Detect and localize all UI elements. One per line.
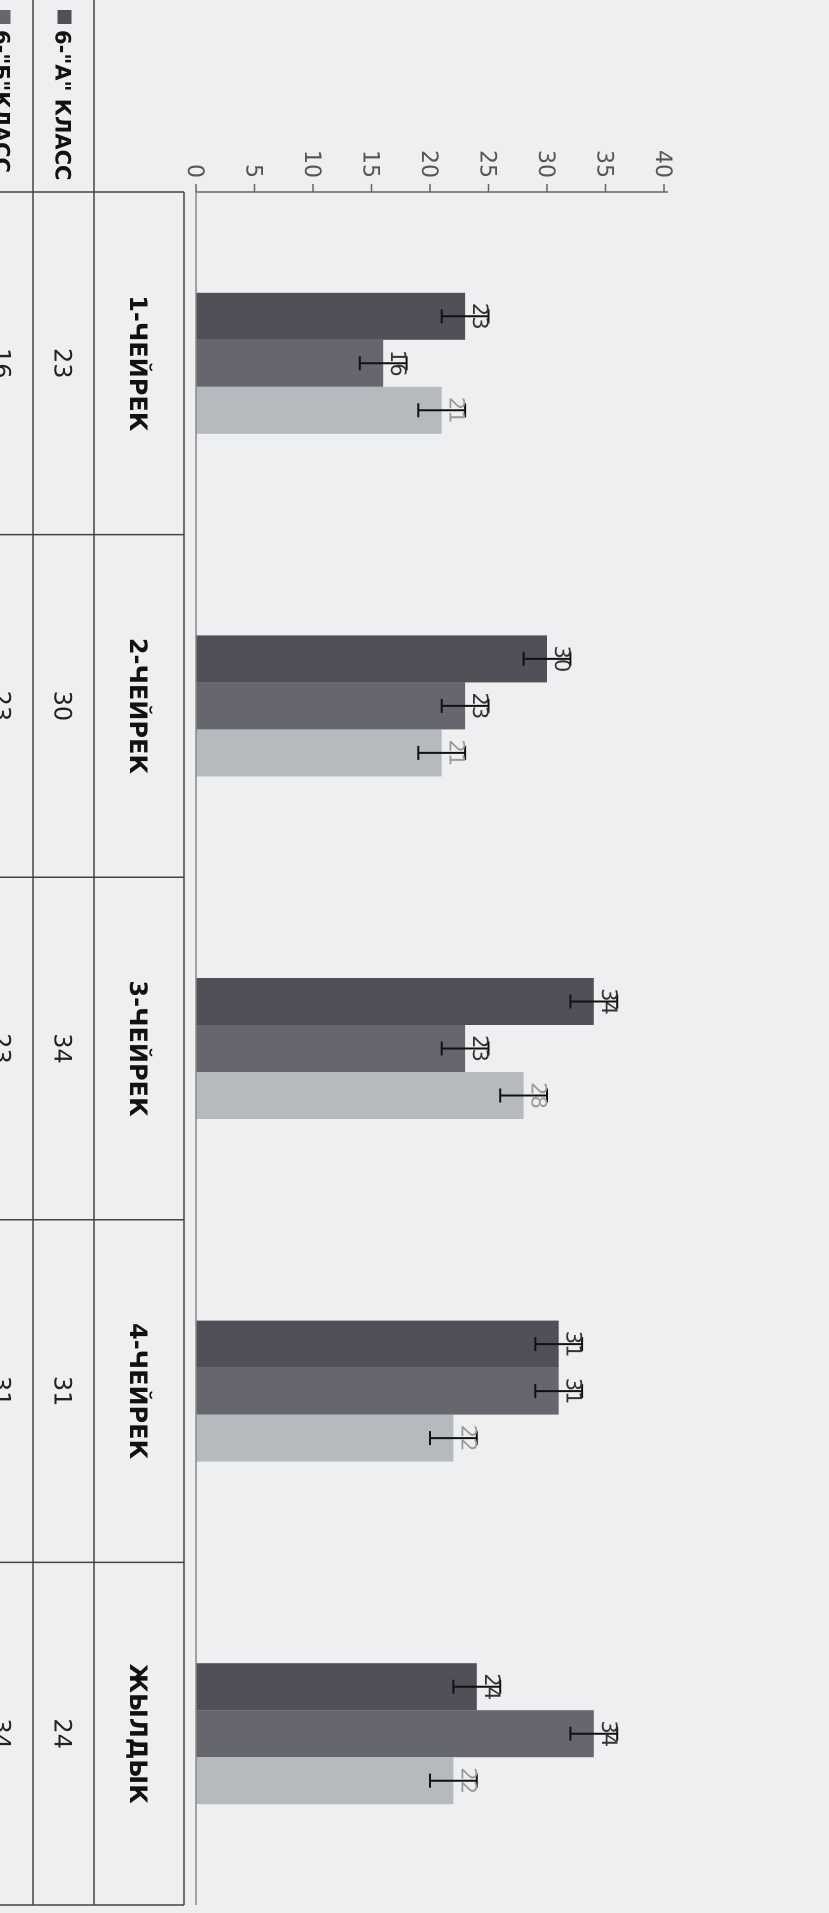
y-tick-label: 15	[358, 150, 383, 178]
bar	[196, 1367, 559, 1415]
data-label: 30	[550, 646, 574, 673]
y-tick-label: 35	[592, 150, 617, 178]
data-label: 34	[597, 988, 621, 1015]
bar	[196, 729, 442, 777]
table-cell: 24	[49, 1718, 77, 1749]
data-label: 21	[445, 397, 469, 424]
data-label: 34	[597, 1720, 621, 1747]
table-cell: 31	[0, 1376, 16, 1407]
y-tick-label: 10	[299, 150, 324, 178]
data-label: 23	[468, 693, 492, 720]
data-label: 21	[445, 740, 469, 767]
bar	[196, 1710, 594, 1758]
bar	[196, 1414, 454, 1462]
y-tick-label: 20	[416, 150, 441, 178]
table-cell: 23	[0, 1033, 16, 1064]
table-cell: 34	[49, 1033, 77, 1064]
data-label: 31	[562, 1331, 586, 1358]
bar	[196, 1072, 524, 1119]
data-label: 31	[562, 1378, 586, 1405]
bar	[196, 386, 442, 434]
table-cell: 31	[49, 1376, 77, 1407]
y-tick-label: 0	[182, 164, 207, 178]
table-cell: 23	[49, 348, 77, 379]
bar	[196, 1663, 477, 1711]
data-label: 16	[386, 350, 410, 377]
table-cell: 16	[0, 348, 16, 379]
bar	[196, 978, 594, 1025]
category-label: 1-ЧЕЙРЕК	[124, 295, 153, 432]
y-tick-label: 5	[241, 164, 266, 178]
data-label: 28	[527, 1082, 551, 1109]
data-label: 23	[468, 1035, 492, 1062]
y-tick-label: 30	[533, 150, 558, 178]
bar	[196, 1025, 466, 1072]
data-label: 23	[468, 303, 492, 330]
table-cell: 30	[49, 691, 77, 722]
bar	[196, 635, 547, 683]
legend-label: 6-"Б"КЛАСС	[0, 30, 14, 173]
data-label: 24	[480, 1673, 504, 1700]
bar	[196, 292, 466, 340]
category-label: ЖЫЛДЫК	[124, 1664, 152, 1804]
table-cell: 34	[0, 1718, 16, 1749]
legend-swatch	[57, 10, 72, 24]
category-label: 3-ЧЕЙРЕК	[124, 980, 153, 1117]
legend-label: 6-"А" КЛАСС	[51, 30, 75, 180]
table-cell: 23	[0, 691, 16, 722]
category-label: 2-ЧЕЙРЕК	[124, 638, 153, 775]
y-tick-label: 25	[475, 150, 500, 178]
bar	[196, 1320, 559, 1368]
y-tick-label: 40	[650, 150, 675, 178]
data-label: 22	[456, 1767, 480, 1794]
bar	[196, 1757, 454, 1805]
bar	[196, 682, 466, 730]
category-label: 4-ЧЕЙРЕК	[124, 1323, 153, 1460]
bar	[196, 339, 384, 387]
data-label: 22	[456, 1425, 480, 1452]
legend-swatch	[0, 10, 11, 24]
